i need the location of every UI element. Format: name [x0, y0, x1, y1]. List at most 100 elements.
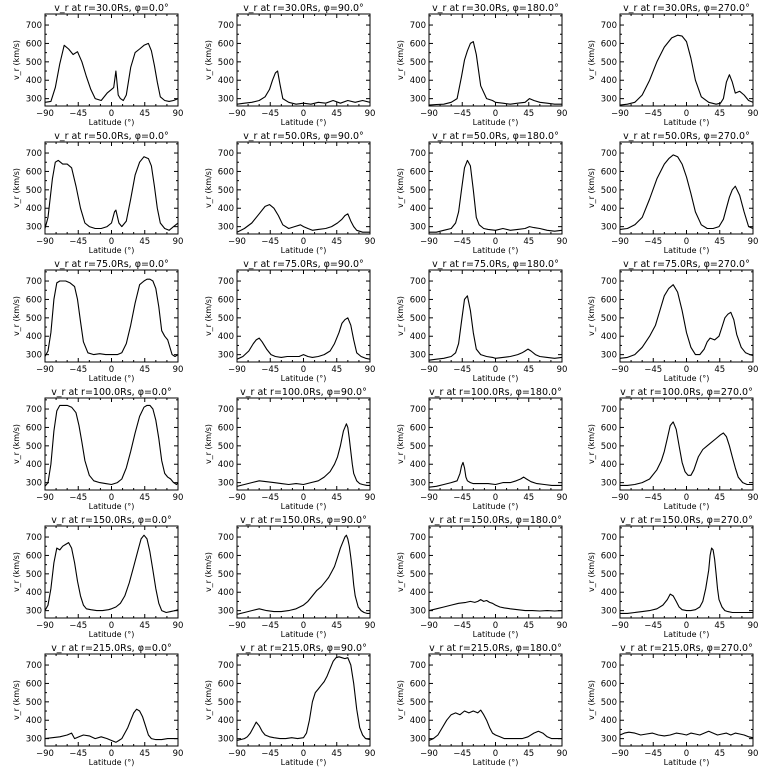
plot-frame	[428, 397, 563, 491]
x-tick-label: −45	[453, 109, 471, 119]
x-tick-label: 45	[331, 109, 342, 119]
y-tick-label: 500	[601, 698, 617, 708]
chart-panel: v_r at r=50.0Rs, φ=180.0° −90 −45 0 45 90 300 4…	[396, 131, 567, 255]
y-axis-label: v_r (km/s)	[587, 168, 596, 208]
x-tick-label: −90	[36, 109, 54, 119]
y-tick-label: 500	[601, 442, 617, 452]
y-tick-label: 600	[410, 679, 426, 689]
x-tick-label: −90	[611, 621, 629, 631]
y-tick-label: 300	[601, 351, 617, 361]
plot-frame	[236, 653, 371, 747]
x-axis-label: Latitude (°)	[281, 758, 327, 767]
velocity-series-line	[237, 656, 370, 742]
plot-frame	[619, 653, 754, 747]
panel-title: v_r at r=75.0Rs, φ=90.0°	[243, 259, 364, 270]
x-tick-label: 90	[173, 365, 184, 375]
y-tick-label: 500	[218, 698, 234, 708]
x-tick-label: −45	[644, 621, 662, 631]
y-tick-label: 300	[218, 607, 234, 617]
y-tick-label: 300	[410, 95, 426, 105]
y-tick-label: 300	[218, 479, 234, 489]
y-tick-label: 600	[410, 295, 426, 305]
chart-panel: v_r at r=215.0Rs, φ=90.0° −90 −45 0 45 90 300 4…	[204, 643, 375, 767]
x-tick-label: 0	[493, 621, 498, 631]
x-axis-label: Latitude (°)	[473, 118, 519, 127]
chart-panel: v_r at r=100.0Rs, φ=180.0° −90 −45 0 45 90 300…	[396, 387, 567, 511]
y-tick-label: 700	[601, 661, 617, 671]
velocity-series-line	[429, 461, 562, 488]
y-tick-label: 700	[601, 405, 617, 415]
x-tick-label: 45	[523, 365, 534, 375]
x-tick-label: −90	[36, 365, 54, 375]
y-axis-label: v_r (km/s)	[204, 296, 213, 336]
velocity-series-line	[429, 295, 562, 361]
y-tick-label: 500	[410, 698, 426, 708]
y-tick-label: 300	[410, 479, 426, 489]
y-tick-label: 600	[26, 679, 42, 689]
y-axis-label: v_r (km/s)	[396, 680, 405, 720]
y-tick-label: 500	[26, 570, 42, 580]
panel-title: v_r at r=50.0Rs, φ=270.0°	[623, 131, 750, 142]
x-axis-label: Latitude (°)	[281, 246, 327, 255]
y-axis-label: v_r (km/s)	[204, 424, 213, 464]
y-axis-label: v_r (km/s)	[204, 40, 213, 80]
chart-panel: v_r at r=75.0Rs, φ=180.0° −90 −45 0 45 90 300 4…	[396, 259, 567, 383]
y-tick-label: 500	[601, 58, 617, 68]
y-tick-label: 500	[26, 58, 42, 68]
x-axis-label: Latitude (°)	[664, 502, 710, 511]
x-tick-label: 90	[365, 237, 376, 247]
x-tick-label: −45	[644, 109, 662, 119]
y-tick-label: 500	[218, 58, 234, 68]
x-tick-label: −45	[644, 237, 662, 247]
x-tick-label: 90	[748, 621, 759, 631]
panel-title: v_r at r=100.0Rs, φ=270.0°	[620, 387, 753, 398]
chart-panel: v_r at r=30.0Rs, φ=0.0° −90 −45 0 45 90 300 400…	[12, 3, 183, 127]
x-tick-label: 90	[557, 109, 568, 119]
panel-title: v_r at r=150.0Rs, φ=0.0°	[51, 515, 172, 526]
y-tick-label: 400	[410, 588, 426, 598]
y-tick-label: 700	[410, 533, 426, 543]
x-tick-label: 90	[557, 365, 568, 375]
y-axis-label: v_r (km/s)	[587, 296, 596, 336]
y-tick-label: 600	[410, 551, 426, 561]
x-tick-label: 90	[748, 365, 759, 375]
x-tick-label: −45	[261, 749, 279, 759]
x-tick-label: 0	[684, 365, 689, 375]
x-tick-label: −90	[36, 621, 54, 631]
y-tick-label: 300	[601, 223, 617, 233]
velocity-series-line	[620, 154, 753, 230]
y-tick-label: 700	[218, 661, 234, 671]
y-tick-label: 300	[218, 735, 234, 745]
y-tick-label: 300	[26, 607, 42, 617]
x-tick-label: −45	[69, 237, 87, 247]
y-tick-label: 500	[410, 442, 426, 452]
y-tick-label: 600	[601, 295, 617, 305]
x-tick-label: −45	[453, 493, 471, 503]
plot-frame	[44, 269, 179, 363]
chart-panel: v_r at r=50.0Rs, φ=90.0° −90 −45 0 45 90 300 40…	[204, 131, 375, 255]
y-tick-label: 700	[410, 661, 426, 671]
x-tick-label: 0	[109, 749, 114, 759]
x-tick-label: 0	[109, 493, 114, 503]
y-tick-label: 400	[601, 716, 617, 726]
x-tick-label: −90	[420, 109, 438, 119]
chart-panel: v_r at r=75.0Rs, φ=270.0° −90 −45 0 45 90 300 4…	[587, 259, 758, 383]
x-tick-label: 45	[714, 749, 725, 759]
x-tick-label: 45	[714, 621, 725, 631]
chart-panel: v_r at r=30.0Rs, φ=180.0° −90 −45 0 45 90 300 4…	[396, 3, 567, 127]
x-tick-label: 90	[173, 749, 184, 759]
velocity-series-line	[620, 421, 753, 486]
velocity-series-line	[237, 204, 370, 233]
y-tick-label: 400	[218, 588, 234, 598]
x-tick-label: −45	[261, 621, 279, 631]
x-tick-label: 45	[523, 237, 534, 247]
x-axis-label: Latitude (°)	[473, 246, 519, 255]
y-tick-label: 500	[26, 442, 42, 452]
velocity-series-line	[429, 41, 562, 106]
y-tick-label: 700	[601, 277, 617, 287]
x-axis-label: Latitude (°)	[664, 630, 710, 639]
y-tick-label: 500	[26, 698, 42, 708]
x-tick-label: 0	[493, 365, 498, 375]
x-tick-label: 45	[523, 493, 534, 503]
x-axis-label: Latitude (°)	[473, 374, 519, 383]
